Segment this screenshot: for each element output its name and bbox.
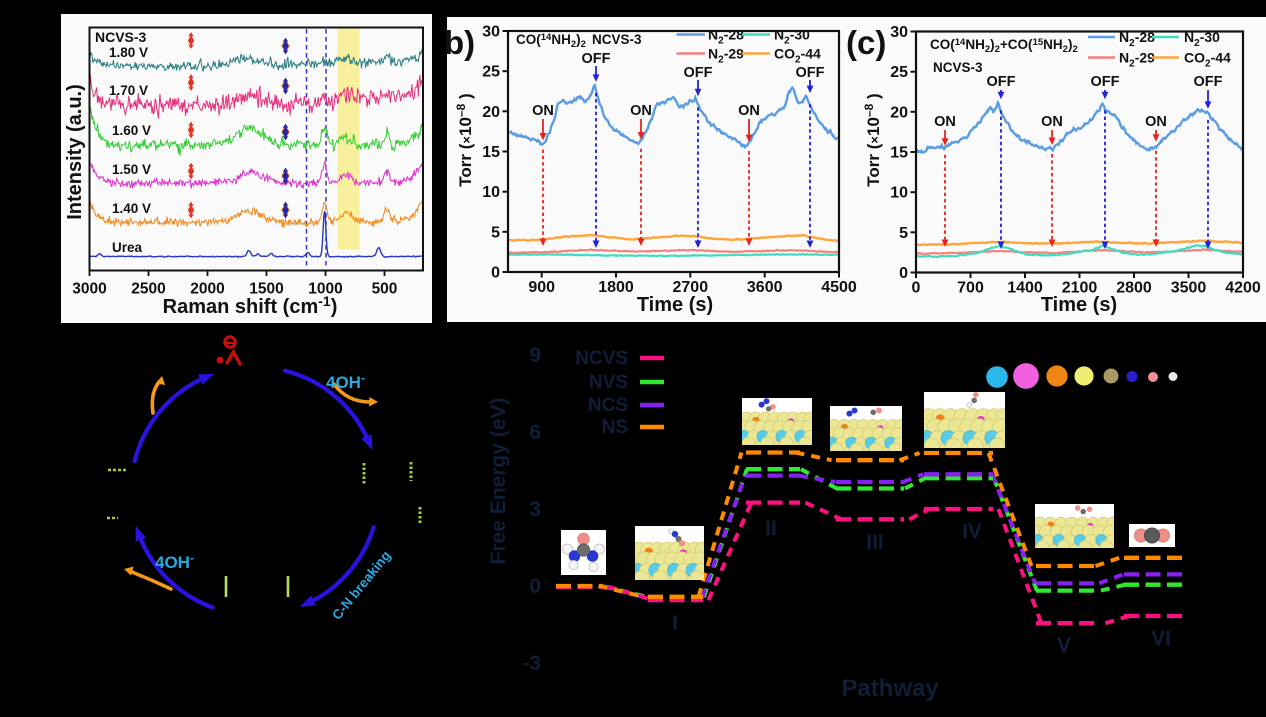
svg-text:15: 15: [482, 144, 500, 161]
svg-text:N2-29: N2-29: [1119, 50, 1155, 70]
svg-text:ON: ON: [1145, 114, 1167, 130]
svg-text:4500: 4500: [821, 279, 857, 296]
svg-text:0: 0: [529, 575, 541, 598]
svg-text:II: II: [765, 517, 777, 540]
svg-text:0: 0: [899, 265, 908, 282]
svg-text:NCVS-3: NCVS-3: [95, 29, 147, 45]
svg-text:6: 6: [529, 421, 541, 444]
svg-text:4200: 4200: [1225, 280, 1261, 297]
svg-text:III: III: [866, 531, 884, 554]
svg-text:ON: ON: [532, 103, 554, 119]
svg-text:1.60 V: 1.60 V: [112, 123, 151, 138]
svg-text:1.80 V: 1.80 V: [109, 45, 148, 60]
svg-text:10: 10: [890, 185, 908, 202]
svg-text:CO2-44: CO2-44: [774, 46, 821, 66]
svg-text:10: 10: [482, 184, 500, 201]
svg-text:NCVS-3: NCVS-3: [933, 60, 983, 75]
svg-text:N2-28: N2-28: [708, 27, 744, 47]
svg-text:Time (s): Time (s): [637, 294, 713, 316]
svg-text:NCVS-3: NCVS-3: [592, 32, 642, 47]
svg-text:OFF: OFF: [1091, 74, 1120, 90]
svg-text:20: 20: [890, 104, 908, 121]
svg-text:25: 25: [482, 64, 500, 81]
svg-text:3600: 3600: [747, 279, 783, 296]
svg-text:3: 3: [529, 498, 541, 521]
svg-text:ON: ON: [934, 114, 956, 130]
svg-text:30: 30: [890, 24, 908, 41]
svg-text:ON: ON: [1041, 114, 1063, 130]
svg-text:NCS: NCS: [588, 395, 628, 416]
svg-text:20: 20: [482, 104, 500, 121]
svg-text:OFF: OFF: [987, 74, 1016, 90]
svg-text:700: 700: [957, 280, 984, 297]
svg-text:ON: ON: [630, 103, 652, 119]
svg-text:Free Energy (eV): Free Energy (eV): [487, 398, 510, 565]
svg-text:3500: 3500: [1171, 280, 1207, 297]
svg-text:OFF: OFF: [684, 65, 713, 81]
svg-text:2000: 2000: [190, 281, 224, 298]
svg-text:0: 0: [912, 280, 921, 297]
svg-text:1500: 1500: [249, 281, 283, 298]
svg-text:30: 30: [482, 24, 500, 41]
svg-text:OFF: OFF: [582, 51, 611, 67]
svg-text:1400: 1400: [1007, 280, 1043, 297]
svg-text:I: I: [672, 612, 678, 635]
svg-text:Raman shift (cm-1): Raman shift (cm-1): [163, 293, 338, 318]
svg-text:OFF: OFF: [796, 65, 825, 81]
svg-text:N2-29: N2-29: [708, 46, 744, 66]
svg-text:V: V: [1057, 634, 1071, 657]
svg-text:NS: NS: [602, 417, 628, 438]
svg-text:Pathway: Pathway: [841, 675, 939, 702]
svg-text:4OH-: 4OH-: [155, 551, 194, 572]
svg-text:5: 5: [491, 224, 500, 241]
svg-text:NVS: NVS: [589, 372, 628, 393]
svg-text:Urea: Urea: [112, 240, 143, 255]
svg-text:b): b): [444, 24, 475, 61]
svg-text:2500: 2500: [131, 281, 165, 298]
svg-text:CO2-44: CO2-44: [1184, 50, 1231, 70]
svg-text:2100: 2100: [1062, 280, 1098, 297]
svg-text:NCVS: NCVS: [575, 348, 628, 369]
svg-text:3000: 3000: [72, 281, 106, 298]
svg-text:15: 15: [890, 145, 908, 162]
svg-text:2700: 2700: [673, 279, 709, 296]
svg-text:0: 0: [491, 265, 500, 282]
svg-text:ON: ON: [738, 103, 760, 119]
svg-text:Time (s): Time (s): [1041, 294, 1117, 316]
svg-text:OFF: OFF: [1194, 74, 1223, 90]
svg-text:N2-28: N2-28: [1119, 29, 1155, 49]
svg-text:N2-30: N2-30: [1184, 29, 1220, 49]
svg-text:-3: -3: [522, 652, 541, 675]
svg-text:500: 500: [372, 281, 398, 298]
svg-text:N2-30: N2-30: [774, 27, 810, 47]
svg-text:4OH-: 4OH-: [326, 371, 365, 392]
svg-text:VI: VI: [1151, 627, 1171, 650]
svg-text:9: 9: [529, 344, 541, 367]
svg-text:900: 900: [528, 279, 555, 296]
svg-text:1.50 V: 1.50 V: [112, 162, 151, 177]
svg-text:1800: 1800: [598, 279, 634, 296]
svg-text:CO(14NH2)2: CO(14NH2)2: [516, 32, 586, 50]
svg-text:25: 25: [890, 64, 908, 81]
svg-text:1000: 1000: [308, 281, 342, 298]
svg-text:1.70 V: 1.70 V: [109, 83, 148, 98]
svg-text:5: 5: [899, 225, 908, 242]
svg-text:1.40 V: 1.40 V: [112, 201, 151, 216]
svg-text:Intensity (a.u.): Intensity (a.u.): [64, 84, 86, 220]
svg-text:IV: IV: [962, 520, 982, 543]
svg-text:2800: 2800: [1116, 280, 1152, 297]
svg-text:(c): (c): [846, 24, 886, 61]
